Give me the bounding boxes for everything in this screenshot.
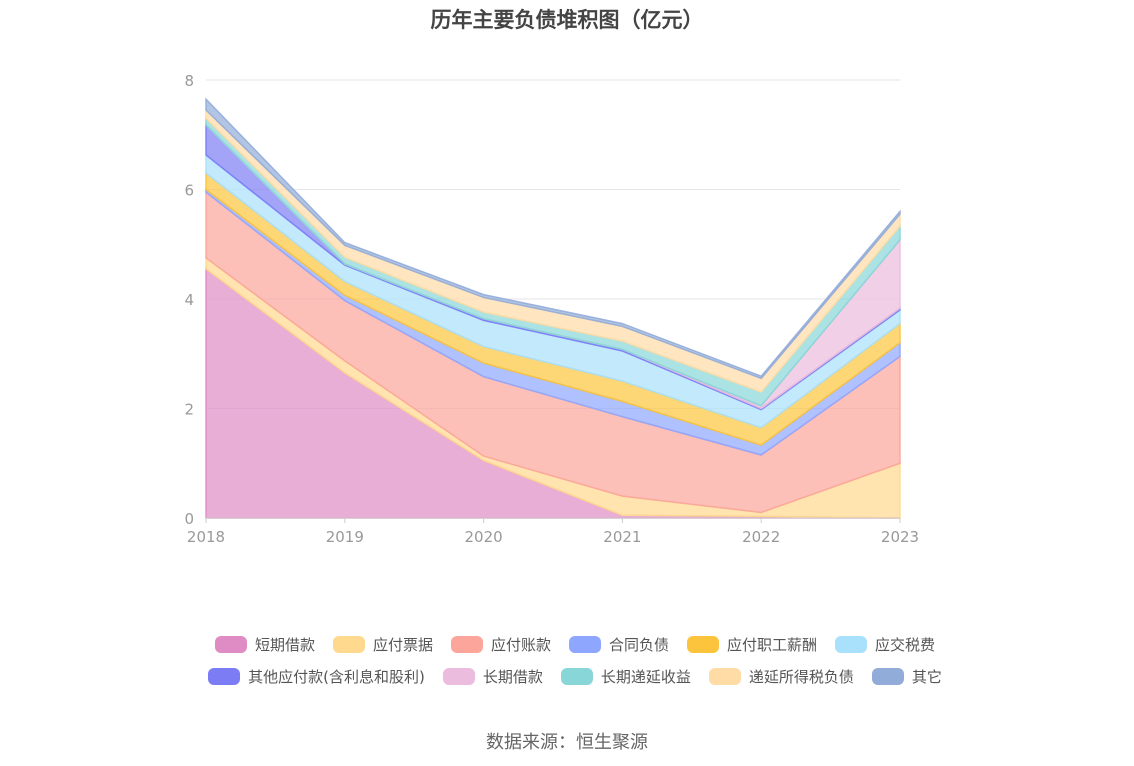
legend-label: 递延所得税负债: [748, 667, 854, 686]
legend-row: 短期借款 应付票据 应付账款 合同负债 应付职工薪酬 应交税费: [180, 628, 970, 660]
legend-label: 应付票据: [372, 635, 433, 654]
legend-item[interactable]: 其他应付款(含利息和股利): [208, 666, 425, 687]
area-其它: [205, 97, 901, 380]
x-tick-label: 2019: [326, 528, 364, 546]
legend-swatch: [687, 635, 720, 653]
legend-label: 其它: [911, 667, 942, 686]
legend-swatch: [569, 635, 601, 653]
legend-item[interactable]: 长期递延收益: [560, 666, 691, 687]
chart-title: 历年主要负债堆积图（亿元）: [430, 8, 704, 32]
x-tick-label: 2023: [881, 528, 919, 546]
legend-label: 应付职工薪酬: [727, 635, 818, 654]
legend-label: 长期借款: [482, 667, 543, 686]
legend-item[interactable]: 其它: [871, 666, 942, 687]
legend-label: 应交税费: [875, 635, 936, 654]
legend-swatch: [442, 667, 475, 685]
x-tick-label: 2022: [742, 528, 780, 546]
x-tick-label: 2021: [603, 528, 641, 546]
legend-label: 应付账款: [490, 635, 551, 654]
legend-label: 合同负债: [609, 635, 670, 654]
legend-swatch: [560, 667, 593, 685]
x-tick-label: 2018: [187, 528, 225, 546]
y-tick-label: 8: [184, 72, 194, 90]
legend-swatch: [835, 635, 868, 653]
legend-item[interactable]: 应付票据: [332, 634, 433, 655]
legend-item[interactable]: 短期借款: [214, 634, 315, 655]
legend-swatch: [708, 667, 741, 685]
legend-label: 短期借款: [254, 635, 315, 654]
legend-item[interactable]: 应付账款: [450, 634, 551, 655]
axes: 0 2 4 6 8 2018 2019 2020 2021 2022 2023: [184, 72, 919, 546]
legend-item[interactable]: 合同负债: [569, 634, 669, 655]
legend-row: 其他应付款(含利息和股利) 长期借款 长期递延收益 递延所得税负债 其它: [180, 660, 970, 692]
y-tick-label: 4: [184, 291, 194, 309]
legend-swatch: [332, 635, 365, 653]
y-tick-label: 0: [184, 510, 194, 528]
data-source-note: 数据来源：恒生聚源: [486, 732, 648, 753]
y-tick-label: 6: [184, 182, 194, 200]
stacked-area-chart: 0 2 4 6 8 2018 2019 2020 2021 2022 2023: [184, 72, 919, 546]
legend-swatch: [450, 635, 483, 653]
legend-item[interactable]: 递延所得税负债: [708, 666, 854, 687]
legend-item[interactable]: 应付职工薪酬: [687, 634, 817, 655]
legend-label: 其他应付款(含利息和股利): [248, 667, 425, 686]
legend-label: 长期递延收益: [600, 667, 691, 686]
legend-item[interactable]: 应交税费: [835, 634, 935, 655]
area-series: [205, 97, 901, 519]
y-tick-label: 2: [184, 401, 194, 419]
legend-swatch: [208, 667, 241, 685]
legend-item[interactable]: 长期借款: [442, 666, 543, 687]
legend-swatch: [871, 667, 904, 685]
legend: 短期借款 应付票据 应付账款 合同负债 应付职工薪酬 应交税费 其他应付款(含利息和股利)…: [180, 628, 970, 692]
legend-swatch: [214, 635, 247, 653]
x-tick-label: 2020: [465, 528, 503, 546]
